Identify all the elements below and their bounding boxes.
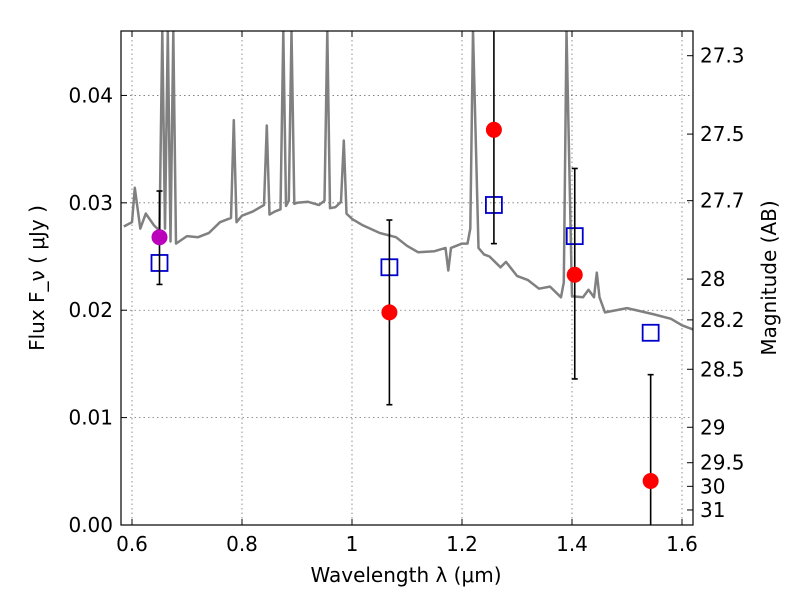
y2-tick-label: 27.3 [700, 44, 745, 68]
observed-flux-point [381, 304, 398, 321]
model-square-point [641, 323, 660, 342]
y2-tick-label: 28 [700, 267, 725, 291]
y2-tick-label: 31 [700, 498, 725, 522]
plot-frame [120, 30, 694, 526]
observed-flux-point [566, 266, 583, 283]
x-axis-label: Wavelength λ (μm) [310, 563, 501, 587]
y2-tick-label: 28.2 [700, 308, 745, 332]
observed-flux-point [151, 229, 168, 246]
y2-tick-label: 27.7 [700, 189, 745, 213]
y2-axis-label: Magnitude (AB) [757, 200, 781, 355]
x-tick-label: 0.6 [116, 532, 148, 556]
x-tick-label: 1.6 [666, 532, 698, 556]
y2-tick-label: 29 [700, 415, 725, 439]
y-tick-label: 0.03 [68, 191, 113, 215]
y-tick-label: 0.00 [68, 513, 113, 537]
x-tick-label: 1.4 [556, 532, 588, 556]
x-tick-label: 1 [346, 532, 359, 556]
y-tick-label: 0.01 [68, 406, 113, 430]
grid-lines [121, 31, 693, 526]
plot-area [123, 31, 693, 525]
observed-flux-point [485, 121, 502, 138]
y2-tick-label: 28.5 [700, 357, 745, 381]
y2-tick-label: 29.5 [700, 451, 745, 475]
y2-tick-label: 27.5 [700, 122, 745, 146]
x-tick-label: 0.8 [226, 532, 258, 556]
y-tick-label: 0.04 [68, 83, 113, 107]
x-tick-label: 1.2 [446, 532, 478, 556]
y-tick-label: 0.02 [68, 298, 113, 322]
axis-ticks: 0.6 0.8 1 1.2 1.4 1.6 0.00 0.01 0.02 0.03 0.04 27.3… [68, 31, 745, 556]
y-axis-label: Flux F_ν ( μJy ) [25, 205, 49, 351]
spectrum-line [123, 31, 693, 331]
y2-tick-label: 30 [700, 474, 725, 498]
observed-flux-point [642, 472, 659, 489]
